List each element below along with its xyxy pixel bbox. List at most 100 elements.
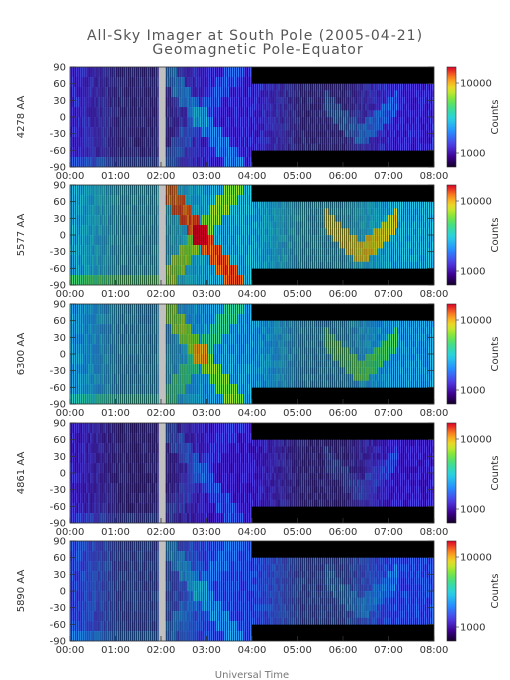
heatmap-cell [312, 354, 315, 361]
heatmap-cell [343, 347, 345, 355]
heatmap-cell [237, 275, 240, 286]
heatmap-cell [340, 130, 343, 138]
heatmap-cell [338, 117, 341, 124]
heatmap-cell [369, 235, 371, 242]
heatmap-cell [148, 354, 151, 365]
heatmap-cell [142, 97, 145, 108]
heatmap-cell [173, 324, 175, 335]
heatmap-cell [243, 344, 246, 355]
heatmap-cell [357, 235, 359, 242]
heatmap-cell [120, 364, 123, 375]
heatmap-cell [211, 107, 214, 118]
heatmap-cell [369, 261, 371, 269]
heatmap-cell [181, 157, 183, 168]
heatmap-cell [72, 77, 74, 88]
heatmap-cell [379, 143, 381, 151]
heatmap-cell [201, 245, 203, 256]
heatmap-cell [112, 127, 114, 138]
heatmap-cell [347, 215, 349, 222]
heatmap-cell [328, 347, 331, 355]
heatmap-cell [326, 360, 329, 368]
heatmap-cell [243, 235, 246, 246]
heatmap-cell [278, 241, 280, 249]
heatmap-cell [260, 110, 262, 118]
heatmap-cell [227, 255, 230, 266]
heatmap-cell [154, 245, 157, 256]
heatmap-cell [100, 344, 102, 355]
heatmap-cell [288, 347, 290, 355]
heatmap-cell [302, 241, 305, 249]
heatmap-cell [177, 147, 179, 158]
heatmap-cell [324, 248, 327, 256]
heatmap-cell [88, 137, 90, 148]
heatmap-cell [146, 225, 149, 236]
heatmap-cell [227, 97, 230, 108]
heatmap-cell [169, 225, 171, 236]
heatmap-cell [245, 77, 248, 88]
heatmap-cell [177, 225, 179, 236]
heatmap-cell [120, 97, 123, 108]
heatmap-cell [308, 347, 311, 355]
heatmap-cell [381, 90, 383, 98]
heatmap-cell [225, 314, 228, 325]
heatmap-cell [231, 265, 234, 276]
heatmap-cell [300, 110, 302, 118]
heatmap-cell [136, 344, 139, 355]
heatmap-cell [219, 117, 222, 128]
heatmap-cell [134, 354, 137, 365]
heatmap-cell [254, 374, 256, 381]
heatmap-cell [306, 380, 309, 388]
heatmap-cell [359, 201, 361, 209]
heatmap-cell [338, 228, 341, 236]
heatmap-cell [118, 117, 120, 128]
heatmap-cell [197, 364, 199, 375]
heatmap-cell [381, 130, 383, 138]
heatmap-cell [94, 215, 96, 226]
heatmap-cell [74, 185, 76, 196]
heatmap-cell [189, 127, 191, 138]
heatmap-cell [387, 235, 389, 242]
heatmap-cell [100, 77, 102, 88]
heatmap-cell [278, 103, 280, 111]
heatmap-cell [284, 130, 286, 138]
heatmap-cell [209, 364, 211, 375]
heatmap-cell [249, 235, 252, 246]
heatmap-cell [395, 255, 398, 262]
heatmap-cell [401, 241, 404, 249]
heatmap-cell [181, 334, 183, 345]
heatmap-cell [175, 364, 177, 375]
heatmap-cell [78, 225, 80, 236]
heatmap-cell [177, 127, 179, 138]
heatmap-cell [86, 235, 88, 246]
heatmap-cell [211, 67, 214, 78]
heatmap-cell [254, 83, 256, 91]
heatmap-cell [377, 143, 379, 151]
heatmap-cell [215, 127, 218, 138]
heatmap-cell [128, 255, 131, 266]
heatmap-cell [247, 275, 250, 286]
heatmap-cell [322, 334, 325, 341]
heatmap-cell [326, 320, 329, 328]
heatmap-cell [78, 245, 80, 256]
heatmap-cell [308, 143, 311, 151]
heatmap-cell [152, 394, 155, 405]
heatmap-cell [379, 208, 381, 216]
heatmap-cell [247, 137, 250, 148]
heatmap-cell [76, 147, 78, 158]
heatmap-cell [140, 127, 143, 138]
heatmap-cell [177, 374, 179, 385]
heatmap-cell [82, 77, 84, 88]
heatmap-cell [387, 228, 389, 236]
heatmap-cell [393, 255, 396, 262]
heatmap-cell [361, 110, 363, 118]
heatmap-cell [260, 143, 262, 151]
heatmap-cell [221, 117, 224, 128]
heatmap-cell [199, 394, 201, 405]
heatmap-cell [193, 275, 195, 286]
heatmap-cell [243, 195, 246, 206]
heatmap-cell [88, 275, 90, 286]
heatmap-cell [122, 344, 125, 355]
heatmap-cell [429, 221, 432, 229]
heatmap-cell [219, 215, 222, 226]
heatmap-cell [278, 117, 280, 124]
